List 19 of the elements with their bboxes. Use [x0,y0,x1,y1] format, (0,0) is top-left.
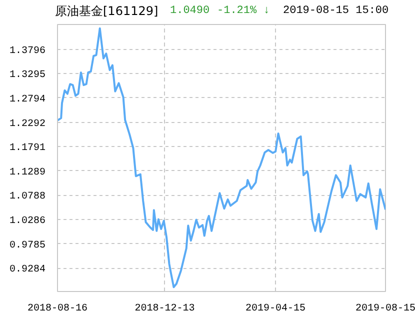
text: 2019-08-15 15:00 [283,4,389,19]
y-tick-label: 1.2292 [9,118,46,130]
x-tick-label: 2019-08-15 [355,304,415,314]
x-tick-label: 2018-12-13 [134,304,195,314]
y-tick-label: 1.1289 [9,167,46,178]
y-tick-label: 1.0286 [9,216,46,227]
line-series [58,27,386,288]
text: 1.0490 [170,4,210,19]
y-tick-label: 1.3796 [9,46,46,57]
x-tick-label: 2018-08-16 [27,304,88,314]
y-tick-label: 1.0788 [9,192,46,203]
y-tick-label: 1.3295 [9,70,46,82]
x-tick-label: 2019-04-15 [246,304,306,314]
y-tick-label: 0.9785 [9,240,46,252]
text: -1.21% ↓ [217,4,270,19]
y-tick-label: 1.1791 [9,143,46,154]
chart-title: 原油基金[161129] [55,3,158,20]
y-tick-label: 0.9284 [9,264,46,276]
y-tick-label: 1.2794 [9,94,46,106]
